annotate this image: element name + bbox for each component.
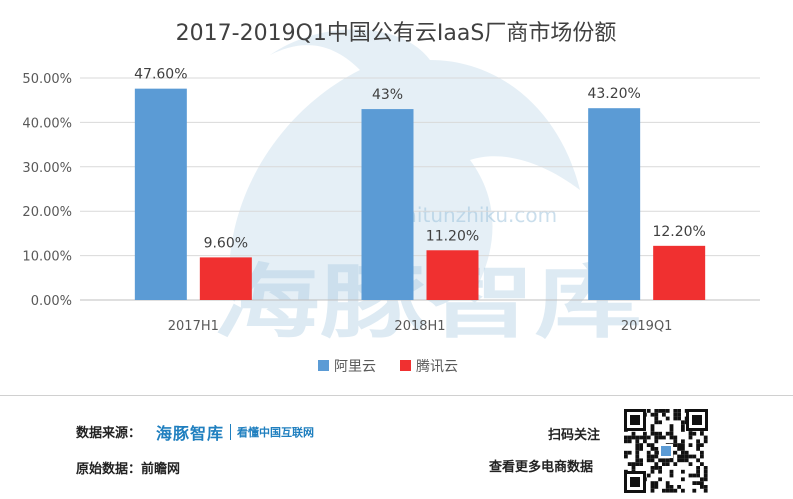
x-tick-label: 2019Q1: [621, 319, 673, 334]
legend: 阿里云 腾讯云: [318, 358, 458, 375]
data-label: 43.20%: [587, 86, 640, 102]
bar-tencent-2018H1[interactable]: [427, 250, 479, 300]
watermark-url: haitunzhiku.com: [392, 203, 557, 227]
y-tick-label: 40.00%: [22, 116, 72, 131]
legend-label: 腾讯云: [416, 358, 458, 375]
data-label: 47.60%: [134, 67, 187, 83]
legend-label: 阿里云: [334, 359, 376, 375]
brand-logo: 海豚智库 看懂中国互联网: [156, 420, 314, 444]
more-data-label: 查看更多电商数据: [489, 456, 593, 475]
original-data-label: 原始数据：前瞻网: [76, 458, 180, 477]
chart-area: haitunzhiku.com 海豚智库 2017-2019Q1中国公有云Iaa…: [0, 0, 793, 395]
y-tick-label: 10.00%: [22, 250, 72, 265]
brand-slogan: 看懂中国互联网: [237, 424, 314, 440]
data-label: 9.60%: [204, 235, 248, 251]
y-tick-label: 30.00%: [22, 161, 72, 176]
scan-label: 扫码关注: [548, 424, 600, 443]
y-axis-tick-labels: 0.00% 10.00% 20.00% 30.00% 40.00% 50.00%: [22, 72, 72, 309]
data-label: 11.20%: [426, 228, 479, 244]
y-tick-label: 50.00%: [22, 72, 72, 87]
qr-code-icon[interactable]: [621, 406, 711, 496]
data-label: 12.20%: [652, 224, 705, 240]
bar-tencent-2017H1[interactable]: [200, 257, 252, 300]
chart-title: 2017-2019Q1中国公有云IaaS厂商市场份额: [176, 21, 617, 46]
y-tick-label: 20.00%: [22, 205, 72, 220]
legend-swatch: [318, 360, 329, 371]
bar-aliyun-2017H1[interactable]: [135, 89, 187, 300]
brand-name: 海豚智库: [156, 420, 224, 444]
y-tick-label: 0.00%: [31, 294, 72, 309]
x-tick-label: 2017H1: [168, 319, 219, 334]
x-tick-label: 2018H1: [394, 319, 445, 334]
bar-tencent-2019Q1[interactable]: [653, 246, 705, 300]
bar-aliyun-2018H1[interactable]: [362, 109, 414, 300]
data-label: 43%: [372, 87, 403, 103]
source-label: 数据来源：: [76, 422, 141, 441]
bar-aliyun-2019Q1[interactable]: [588, 108, 640, 300]
brand-separator: [230, 424, 231, 440]
bar-chart: haitunzhiku.com 海豚智库 2017-2019Q1中国公有云Iaa…: [0, 0, 793, 395]
legend-swatch: [400, 360, 411, 371]
footer: 数据来源： 海豚智库 看懂中国互联网 原始数据：前瞻网 扫码关注 查看更多电商数…: [0, 395, 793, 499]
